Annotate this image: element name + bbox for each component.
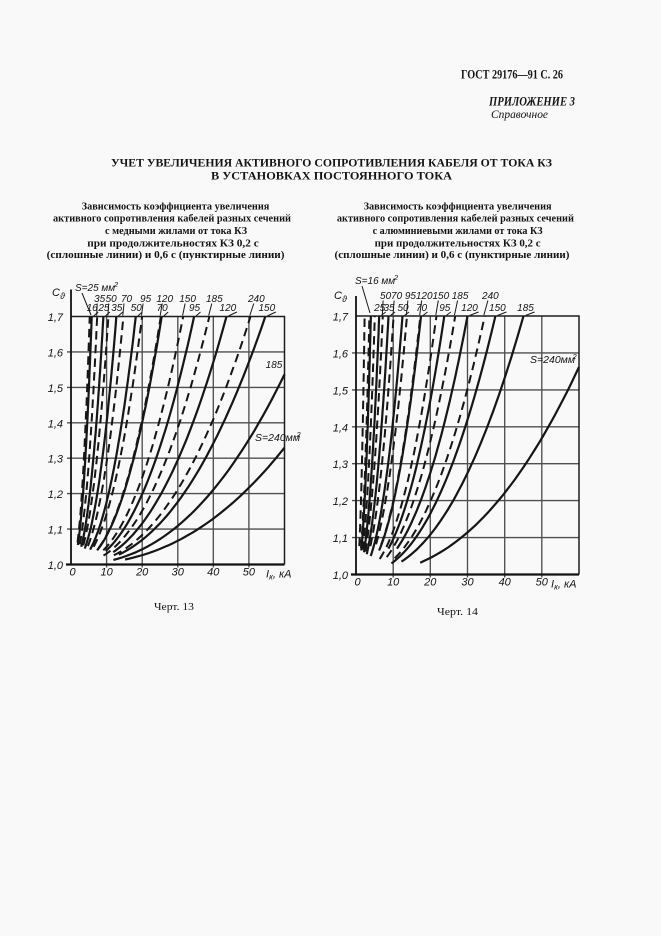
svg-text:ГОСТ 29176—91 С. 26: ГОСТ 29176—91 С. 26 bbox=[461, 67, 563, 82]
svg-text:150: 150 bbox=[179, 294, 196, 305]
svg-text:120: 120 bbox=[416, 291, 433, 302]
svg-text:1,6: 1,6 bbox=[48, 347, 64, 359]
svg-text:95: 95 bbox=[189, 303, 201, 314]
svg-text:1,0: 1,0 bbox=[333, 570, 349, 582]
svg-text:95: 95 bbox=[140, 294, 152, 305]
svg-text:150: 150 bbox=[258, 303, 275, 314]
svg-text:с алюминиевыми жилами от тока: с алюминиевыми жилами от тока КЗ bbox=[373, 226, 544, 237]
svg-text:30: 30 bbox=[461, 577, 474, 589]
svg-text:25: 25 bbox=[373, 303, 386, 314]
svg-text:при продолжительностях КЗ 0,2: при продолжительностях КЗ 0,2 с bbox=[87, 239, 259, 250]
svg-text:25: 25 bbox=[97, 303, 110, 314]
svg-text:120: 120 bbox=[156, 294, 173, 305]
svg-text:70: 70 bbox=[391, 291, 403, 302]
svg-text:2: 2 bbox=[572, 352, 578, 361]
svg-text:S=16 мм: S=16 мм bbox=[355, 276, 395, 287]
svg-text:185: 185 bbox=[452, 291, 469, 302]
svg-text:ПРИЛОЖЕНИЕ 3: ПРИЛОЖЕНИЕ 3 bbox=[488, 95, 575, 109]
svg-text:185: 185 bbox=[266, 360, 283, 371]
svg-text:1,7: 1,7 bbox=[333, 312, 349, 324]
svg-text:УЧЕТ УВЕЛИЧЕНИЯ АКТИВНОГО СОПР: УЧЕТ УВЕЛИЧЕНИЯ АКТИВНОГО СОПРОТИВЛЕНИЯ … bbox=[111, 156, 552, 170]
svg-text:1,3: 1,3 bbox=[333, 459, 349, 471]
svg-text:В УСТАНОВКАХ ПОСТОЯННОГО ТОКА: В УСТАНОВКАХ ПОСТОЯННОГО ТОКА bbox=[211, 169, 452, 183]
svg-text:С: С bbox=[52, 287, 60, 299]
svg-text:50: 50 bbox=[243, 567, 256, 579]
svg-text:2: 2 bbox=[296, 430, 302, 439]
svg-text:Зависимость коэффициента увели: Зависимость коэффициента увеличения bbox=[364, 202, 552, 213]
svg-text:150: 150 bbox=[489, 303, 506, 314]
svg-text:1,4: 1,4 bbox=[333, 422, 348, 434]
svg-text:20: 20 bbox=[423, 577, 437, 589]
svg-text:2: 2 bbox=[113, 280, 119, 289]
svg-text:10: 10 bbox=[100, 567, 113, 579]
svg-text:240: 240 bbox=[481, 291, 499, 302]
svg-text:при продолжительностях КЗ 0,2: при продолжительностях КЗ 0,2 с bbox=[375, 239, 541, 250]
svg-text:S=240мм: S=240мм bbox=[255, 432, 300, 444]
svg-text:Iк, кА: Iк, кА bbox=[266, 569, 292, 582]
svg-text:70: 70 bbox=[416, 303, 428, 314]
svg-text:40: 40 bbox=[207, 567, 220, 579]
svg-text:95: 95 bbox=[405, 291, 417, 302]
svg-text:с медными жилами от тока КЗ: с медными жилами от тока КЗ bbox=[105, 226, 248, 237]
svg-text:16: 16 bbox=[87, 303, 99, 314]
svg-text:50: 50 bbox=[536, 577, 549, 589]
svg-text:(сплошные линии) и 0,6 с (пунк: (сплошные линии) и 0,6 с (пунктирные лин… bbox=[335, 250, 570, 261]
svg-text:35: 35 bbox=[94, 294, 106, 305]
svg-text:активного сопротивления кабеле: активного сопротивления кабелей разных с… bbox=[337, 214, 574, 225]
svg-text:1,5: 1,5 bbox=[48, 383, 64, 395]
svg-text:50: 50 bbox=[380, 291, 392, 302]
svg-text:240: 240 bbox=[247, 294, 265, 305]
svg-text:120: 120 bbox=[220, 303, 237, 314]
svg-text:С: С bbox=[334, 290, 342, 302]
svg-text:1,1: 1,1 bbox=[333, 533, 348, 545]
svg-text:70: 70 bbox=[121, 294, 133, 305]
svg-text:2: 2 bbox=[393, 273, 399, 282]
svg-text:Зависимость коэффициента увели: Зависимость коэффициента увеличения bbox=[82, 202, 270, 213]
svg-text:1,5: 1,5 bbox=[333, 385, 349, 397]
svg-text:(сплошные линии) и 0,6 с (пунк: (сплошные линии) и 0,6 с (пунктирные лин… bbox=[47, 250, 285, 261]
svg-text:1,6: 1,6 bbox=[333, 348, 349, 360]
svg-text:1,0: 1,0 bbox=[48, 560, 64, 572]
svg-text:50: 50 bbox=[106, 294, 118, 305]
svg-text:50: 50 bbox=[131, 303, 143, 314]
svg-text:S=25 мм: S=25 мм bbox=[75, 283, 115, 294]
svg-text:70: 70 bbox=[157, 303, 169, 314]
svg-text:1,2: 1,2 bbox=[333, 496, 348, 508]
svg-text:Черт. 14: Черт. 14 bbox=[437, 606, 479, 618]
svg-text:0: 0 bbox=[354, 577, 361, 589]
svg-text:Справочное: Справочное bbox=[491, 109, 548, 121]
svg-text:Черт. 13: Черт. 13 bbox=[154, 601, 195, 613]
svg-text:185: 185 bbox=[517, 303, 534, 314]
svg-text:S=240мм: S=240мм bbox=[530, 354, 575, 366]
svg-text:1,1: 1,1 bbox=[48, 525, 63, 537]
svg-text:20: 20 bbox=[135, 567, 149, 579]
svg-text:10: 10 bbox=[387, 577, 400, 589]
svg-text:0: 0 bbox=[69, 567, 76, 579]
svg-text:1,2: 1,2 bbox=[48, 489, 63, 501]
svg-text:40: 40 bbox=[499, 577, 512, 589]
svg-text:ϑ: ϑ bbox=[60, 291, 66, 301]
svg-text:Iк, кА: Iк, кА bbox=[551, 579, 577, 592]
svg-text:50: 50 bbox=[397, 303, 409, 314]
svg-text:активного сопротивления кабеле: активного сопротивления кабелей разных с… bbox=[53, 214, 291, 225]
svg-text:35: 35 bbox=[383, 303, 395, 314]
svg-text:185: 185 bbox=[206, 294, 223, 305]
svg-text:35: 35 bbox=[111, 303, 123, 314]
svg-text:150: 150 bbox=[432, 291, 449, 302]
svg-text:ϑ: ϑ bbox=[342, 294, 348, 304]
svg-text:1,7: 1,7 bbox=[48, 312, 64, 324]
svg-text:1,3: 1,3 bbox=[48, 454, 64, 466]
svg-text:1,4: 1,4 bbox=[48, 418, 63, 430]
svg-text:120: 120 bbox=[461, 303, 478, 314]
svg-text:30: 30 bbox=[172, 567, 185, 579]
svg-text:95: 95 bbox=[439, 303, 451, 314]
